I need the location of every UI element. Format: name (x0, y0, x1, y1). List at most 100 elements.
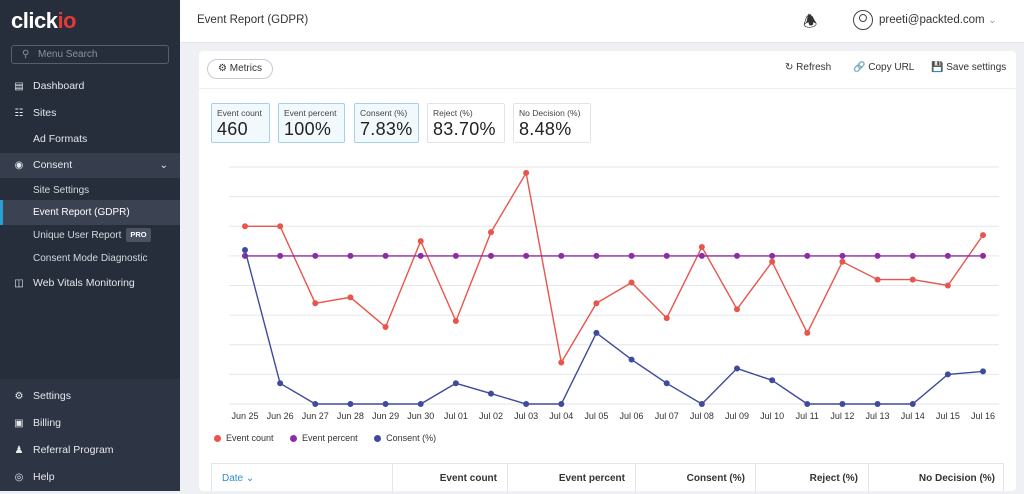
data-point (698, 243, 705, 250)
dashboard-icon: ▤ (14, 81, 24, 92)
page-title: Event Report (GDPR) (197, 14, 309, 26)
metric-card-label: Event count (217, 108, 262, 118)
consent-icon: ◉ (14, 160, 24, 171)
sidebar-item-label: Consent Mode Diagnostic (33, 253, 148, 264)
data-point (593, 329, 600, 336)
column-header-consent[interactable]: Consent (%) (636, 464, 756, 492)
data-point (312, 401, 319, 407)
copy-url-button[interactable]: 🔗 Copy URL (853, 62, 914, 73)
refresh-button[interactable]: ↻ Refresh (785, 62, 831, 73)
metric-card-label: Event percent (284, 108, 337, 118)
metric-card-value: 8.48% (519, 119, 572, 139)
x-tick-label: Jun 28 (337, 411, 364, 421)
sidebar-item-web-vitals[interactable]: ◫ Web Vitals Monitoring (0, 271, 180, 296)
data-point (980, 252, 986, 259)
data-point (734, 306, 740, 313)
refresh-icon: ↻ (785, 62, 794, 73)
metric-card-value: 100% (284, 119, 332, 139)
data-point (312, 300, 319, 307)
divider (199, 88, 1016, 89)
column-header-event-count[interactable]: Event count (393, 464, 508, 492)
data-point (312, 252, 319, 259)
legend-item-event-count[interactable]: Event count (214, 433, 274, 443)
sidebar-item-help[interactable]: ◎ Help (0, 465, 180, 490)
sidebar-item-label: Event Report (GDPR) (33, 207, 130, 218)
sidebar-item-label: Consent (33, 159, 73, 171)
sidebar-item-settings[interactable]: ⚙ Settings (0, 384, 180, 409)
user-menu[interactable]: preeti@packted.com ⌄ (853, 10, 996, 32)
data-point (558, 359, 565, 366)
sidebar-item-label: Settings (33, 390, 71, 402)
line-chart: Jun 25 Jun 26 Jun 27 Jun 28 Jun 29 Jun 30 Jul … (229, 166, 999, 421)
bell-icon[interactable]: 🕭 (803, 14, 818, 31)
table-header: Date ⌄ Event count Event percent Consent… (211, 463, 1004, 492)
metric-card-no-decision[interactable]: No Decision (%) 8.48% (513, 103, 591, 143)
data-point (980, 368, 986, 375)
metric-card-value: 460 (217, 119, 248, 139)
metric-card-event-percent[interactable]: Event percent 100% (278, 103, 345, 143)
x-tick-label: Jul 15 (936, 411, 960, 421)
sidebar: clickio ⚲ Menu Search ▤ Dashboard ☷ Sites … (0, 0, 180, 491)
help-icon: ◎ (14, 472, 24, 483)
x-tick-label: Jul 01 (444, 411, 468, 421)
data-point (839, 252, 846, 259)
legend-item-consent[interactable]: Consent (%) (374, 433, 436, 443)
x-tick-label: Jul 16 (971, 411, 995, 421)
data-point (769, 258, 776, 265)
data-point (734, 365, 740, 372)
data-point (804, 252, 811, 259)
menu-search-input[interactable]: ⚲ Menu Search (11, 45, 169, 64)
sidebar-item-consent-mode-diagnostic[interactable]: Consent Mode Diagnostic (0, 246, 180, 271)
data-point (277, 380, 284, 387)
data-point (874, 401, 881, 407)
data-point (347, 401, 354, 407)
data-point (382, 252, 389, 259)
data-point (909, 276, 916, 283)
data-point (628, 356, 635, 363)
chevron-down-icon: ⌄ (245, 473, 255, 484)
data-point (523, 401, 530, 407)
menu-search-placeholder: Menu Search (38, 49, 98, 60)
x-tick-label: Jul 02 (479, 411, 503, 421)
save-icon: 💾 (931, 62, 944, 73)
column-header-no-decision[interactable]: No Decision (%) (918, 473, 995, 484)
metric-card-consent[interactable]: Consent (%) 7.83% (354, 103, 419, 143)
sidebar-item-billing[interactable]: ▣ Billing (0, 411, 180, 436)
legend-label: Event count (226, 433, 274, 443)
metric-card-reject[interactable]: Reject (%) 83.70% (427, 103, 505, 143)
sidebar-item-unique-user-report[interactable]: Unique User Report PRO (0, 223, 180, 248)
chevron-down-icon: ⌄ (988, 15, 997, 26)
sidebar-item-dashboard[interactable]: ▤ Dashboard (0, 74, 180, 99)
legend-dot (214, 435, 221, 442)
sidebar-item-event-report[interactable]: Event Report (GDPR) (0, 200, 180, 225)
sidebar-item-label: Referral Program (33, 444, 114, 456)
refresh-label: Refresh (796, 62, 832, 73)
data-point (769, 252, 776, 259)
data-point (980, 232, 986, 239)
data-point (698, 401, 705, 407)
x-tick-label: Jun 27 (302, 411, 329, 421)
data-point (417, 238, 424, 245)
data-point (488, 229, 494, 236)
column-header-reject[interactable]: Reject (%) (756, 464, 869, 492)
sidebar-item-label: Site Settings (33, 185, 90, 196)
column-header-event-percent[interactable]: Event percent (508, 464, 636, 492)
save-settings-button[interactable]: 💾 Save settings (931, 62, 1006, 73)
monitor-icon: ◫ (14, 278, 24, 289)
clickio-logo[interactable]: clickio (11, 8, 76, 33)
column-header-date[interactable]: Date ⌄ (212, 464, 393, 492)
chevron-down-icon: ⌄ (159, 160, 168, 171)
sidebar-item-ad-formats[interactable]: Ad Formats (0, 127, 180, 152)
x-tick-label: Jul 12 (830, 411, 854, 421)
metric-card-event-count[interactable]: Event count 460 (211, 103, 270, 143)
sidebar-item-consent[interactable]: ◉ Consent ⌄ (0, 153, 180, 178)
metric-card-label: Reject (%) (433, 108, 473, 118)
metrics-button[interactable]: ⚙ Metrics (207, 59, 273, 79)
sidebar-item-sites[interactable]: ☷ Sites (0, 101, 180, 126)
sidebar-item-site-settings[interactable]: Site Settings (0, 178, 180, 203)
sidebar-item-referral[interactable]: ♟ Referral Program (0, 438, 180, 463)
data-point (698, 252, 705, 259)
legend-item-event-percent[interactable]: Event percent (290, 433, 358, 443)
data-point (734, 252, 740, 259)
data-point (277, 252, 284, 259)
